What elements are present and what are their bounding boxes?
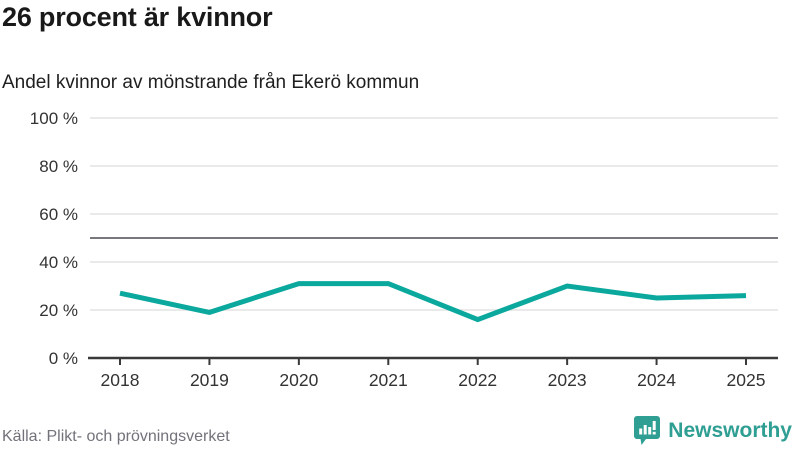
newsworthy-logo: Newsworthy xyxy=(633,415,792,446)
newsworthy-logo-text: Newsworthy xyxy=(668,418,792,442)
x-tick-label: 2020 xyxy=(279,370,318,390)
y-tick-label: 60 % xyxy=(39,205,78,224)
y-tick-label: 100 % xyxy=(30,109,78,128)
newsworthy-logo-icon xyxy=(634,416,661,445)
x-tick-label: 2023 xyxy=(548,370,587,390)
x-tick-label: 2025 xyxy=(727,370,766,390)
y-tick-label: 40 % xyxy=(39,253,78,272)
x-tick-label: 2019 xyxy=(190,370,229,390)
y-tick-label: 80 % xyxy=(39,157,78,176)
chart-title: 26 procent är kvinnor xyxy=(2,2,273,32)
y-tick-label: 0 % xyxy=(49,349,78,368)
x-tick-label: 2018 xyxy=(101,370,140,390)
source-note: Källa: Plikt- och prövningsverket xyxy=(2,428,230,445)
line-chart: 0 % 20 % 40 % 60 % 80 % 100 % 2018 2019 2020 2021… xyxy=(30,109,778,390)
x-tick-label: 2024 xyxy=(637,370,676,390)
chart-subtitle: Andel kvinnor av mönstrande från Ekerö k… xyxy=(2,72,420,93)
x-tick-label: 2022 xyxy=(458,370,497,390)
data-line xyxy=(119,281,747,323)
x-tick-label: 2021 xyxy=(369,370,408,390)
y-tick-label: 20 % xyxy=(39,301,78,320)
